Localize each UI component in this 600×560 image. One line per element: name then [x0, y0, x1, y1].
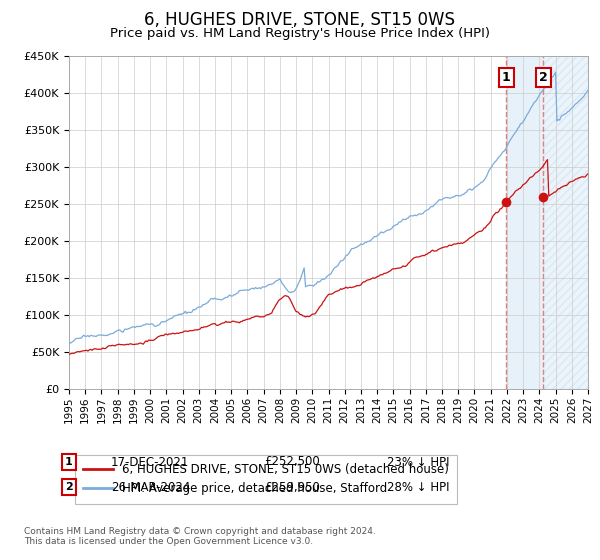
Legend: 6, HUGHES DRIVE, STONE, ST15 0WS (detached house), HPI: Average price, detached : 6, HUGHES DRIVE, STONE, ST15 0WS (detach… [75, 455, 457, 503]
Bar [506, 56, 543, 389]
Text: Price paid vs. HM Land Registry's House Price Index (HPI): Price paid vs. HM Land Registry's House … [110, 27, 490, 40]
Bar [543, 56, 588, 389]
Text: 26-MAR-2024: 26-MAR-2024 [111, 480, 190, 494]
Text: 2: 2 [539, 71, 548, 84]
Text: Contains HM Land Registry data © Crown copyright and database right 2024.
This d: Contains HM Land Registry data © Crown c… [24, 526, 376, 546]
Text: 17-DEC-2021: 17-DEC-2021 [111, 455, 190, 469]
Text: £252,500: £252,500 [264, 455, 320, 469]
Text: 1: 1 [502, 71, 511, 84]
Text: 2: 2 [65, 482, 73, 492]
Text: 23% ↓ HPI: 23% ↓ HPI [387, 455, 449, 469]
Text: 6, HUGHES DRIVE, STONE, ST15 0WS: 6, HUGHES DRIVE, STONE, ST15 0WS [145, 11, 455, 29]
Text: £259,950: £259,950 [264, 480, 320, 494]
Text: 1: 1 [65, 457, 73, 467]
Text: 28% ↓ HPI: 28% ↓ HPI [387, 480, 449, 494]
